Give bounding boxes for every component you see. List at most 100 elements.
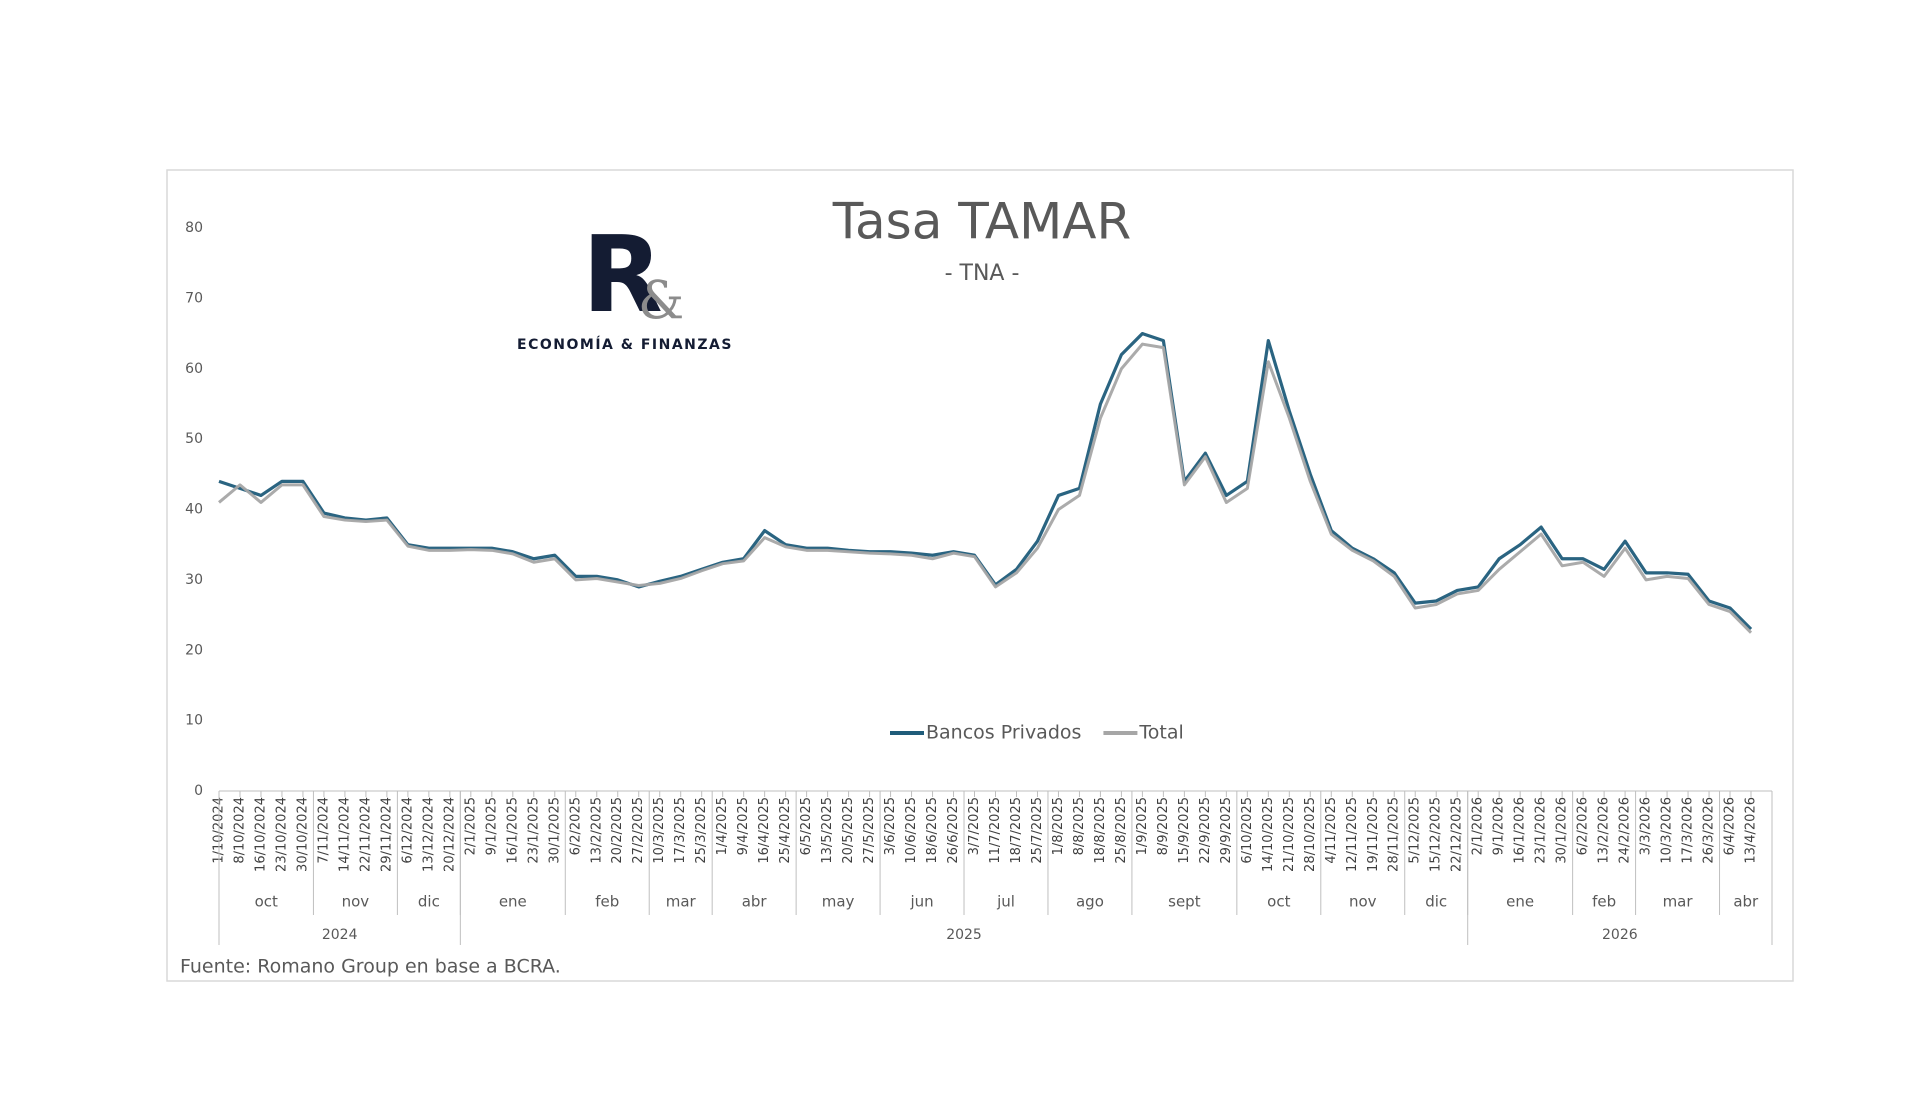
month-label: dic	[418, 893, 440, 911]
legend-label: Total	[1138, 722, 1183, 744]
x-tick-label: 25/8/2025	[1114, 797, 1129, 864]
source-note: Fuente: Romano Group en base a BCRA.	[180, 956, 561, 978]
month-label: jul	[996, 893, 1015, 911]
x-tick-label: 23/1/2025	[526, 797, 541, 864]
x-tick-label: 9/1/2026	[1492, 797, 1507, 855]
x-tick-label: 30/1/2026	[1555, 797, 1570, 864]
month-label: ago	[1076, 893, 1104, 911]
y-tick-label: 70	[185, 290, 203, 306]
x-tick-label: 11/7/2025	[988, 797, 1003, 864]
year-label: 2024	[322, 927, 358, 943]
x-tick-label: 22/9/2025	[1198, 797, 1213, 864]
x-tick-label: 23/1/2026	[1534, 797, 1549, 864]
x-tick-label: 30/10/2024	[295, 797, 310, 872]
x-tick-label: 27/5/2025	[862, 797, 877, 864]
x-tick-label: 13/12/2024	[421, 797, 436, 872]
x-tick-label: 3/6/2025	[883, 797, 898, 855]
x-tick-label: 4/11/2025	[1324, 797, 1339, 864]
logo-tagline: ECONOMÍA & FINANZAS	[517, 336, 733, 353]
x-tick-label: 5/12/2025	[1408, 797, 1423, 864]
x-tick-label: 9/1/2025	[484, 797, 499, 855]
x-tick-label: 6/12/2024	[400, 797, 415, 864]
x-tick-label: 13/5/2025	[820, 797, 835, 864]
month-label: mar	[1663, 893, 1694, 911]
x-tick-label: 8/10/2024	[232, 797, 247, 864]
x-tick-label: 22/12/2025	[1450, 797, 1465, 872]
month-label: oct	[255, 893, 278, 911]
y-tick-label: 20	[185, 642, 203, 658]
x-tick-label: 24/2/2026	[1618, 797, 1633, 864]
x-tick-label: 6/10/2025	[1240, 797, 1255, 864]
y-tick-label: 80	[185, 220, 203, 236]
x-tick-label: 25/3/2025	[694, 797, 709, 864]
x-tick-label: 17/3/2025	[673, 797, 688, 864]
x-tick-label: 6/4/2026	[1723, 797, 1738, 855]
month-label: feb	[1592, 893, 1616, 911]
month-label: mar	[666, 893, 697, 911]
x-tick-label: 27/2/2025	[631, 797, 646, 864]
x-tick-label: 8/9/2025	[1156, 797, 1171, 855]
x-tick-label: 18/7/2025	[1009, 797, 1024, 864]
year-label: 2026	[1602, 927, 1638, 943]
x-tick-label: 1/8/2025	[1051, 797, 1066, 855]
x-tick-label: 13/2/2026	[1597, 797, 1612, 864]
x-tick-label: 14/11/2024	[337, 797, 352, 872]
x-tick-label: 3/3/2026	[1639, 797, 1654, 855]
x-tick-label: 25/4/2025	[778, 797, 793, 864]
month-label: jun	[909, 893, 933, 911]
x-tick-label: 16/1/2026	[1513, 797, 1528, 864]
y-tick-label: 0	[194, 783, 203, 799]
x-tick-label: 2/1/2025	[463, 797, 478, 855]
year-label: 2025	[946, 927, 982, 943]
month-label: ene	[1506, 893, 1534, 911]
x-tick-label: 10/3/2026	[1660, 797, 1675, 864]
y-tick-label: 10	[185, 713, 203, 729]
x-tick-label: 16/1/2025	[505, 797, 520, 864]
y-tick-label: 60	[185, 361, 203, 377]
x-tick-label: 6/5/2025	[799, 797, 814, 855]
month-label: feb	[595, 893, 619, 911]
x-tick-label: 20/5/2025	[841, 797, 856, 864]
x-tick-label: 13/2/2025	[589, 797, 604, 864]
x-tick-label: 29/9/2025	[1219, 797, 1234, 864]
month-label: oct	[1267, 893, 1290, 911]
x-tick-label: 16/4/2025	[757, 797, 772, 864]
x-tick-label: 3/7/2025	[967, 797, 982, 855]
x-tick-label: 20/12/2024	[442, 797, 457, 872]
x-tick-label: 15/12/2025	[1429, 797, 1444, 872]
x-tick-label: 18/8/2025	[1093, 797, 1108, 864]
month-label: abr	[1733, 893, 1759, 911]
x-tick-label: 26/3/2026	[1702, 797, 1717, 864]
x-tick-label: 1/9/2025	[1135, 797, 1150, 855]
x-tick-label: 29/11/2024	[379, 797, 394, 872]
month-label: nov	[342, 893, 370, 911]
x-tick-label: 14/10/2025	[1261, 797, 1276, 872]
logo-letter: R	[582, 214, 663, 336]
chart-title: Tasa TAMAR	[832, 193, 1131, 251]
x-tick-label: 22/11/2024	[358, 797, 373, 872]
x-tick-label: 1/4/2025	[715, 797, 730, 855]
chart-frame	[166, 169, 1794, 982]
x-tick-label: 10/6/2025	[904, 797, 919, 864]
x-tick-label: 2/1/2026	[1471, 797, 1486, 855]
x-tick-label: 30/1/2025	[547, 797, 562, 864]
x-tick-label: 6/2/2025	[568, 797, 583, 855]
x-tick-label: 28/10/2025	[1303, 797, 1318, 872]
chart-subtitle: - TNA -	[945, 261, 1020, 286]
series-line	[218, 342, 1753, 634]
logo: R & ECONOMÍA & FINANZAS	[517, 214, 733, 353]
month-label: abr	[742, 893, 768, 911]
y-tick-label: 40	[185, 502, 203, 518]
x-tick-label: 6/2/2026	[1576, 797, 1591, 855]
x-tick-label: 23/10/2024	[274, 797, 289, 872]
x-tick-label: 13/4/2026	[1744, 797, 1759, 864]
x-tick-label: 26/6/2025	[946, 797, 961, 864]
x-tick-label: 15/9/2025	[1177, 797, 1192, 864]
x-tick-label: 12/11/2025	[1345, 797, 1360, 872]
y-tick-label: 30	[185, 572, 203, 588]
month-label: ene	[499, 893, 527, 911]
x-tick-label: 17/3/2026	[1681, 797, 1696, 864]
y-tick-label: 50	[185, 431, 203, 447]
x-tick-label: 18/6/2025	[925, 797, 940, 864]
